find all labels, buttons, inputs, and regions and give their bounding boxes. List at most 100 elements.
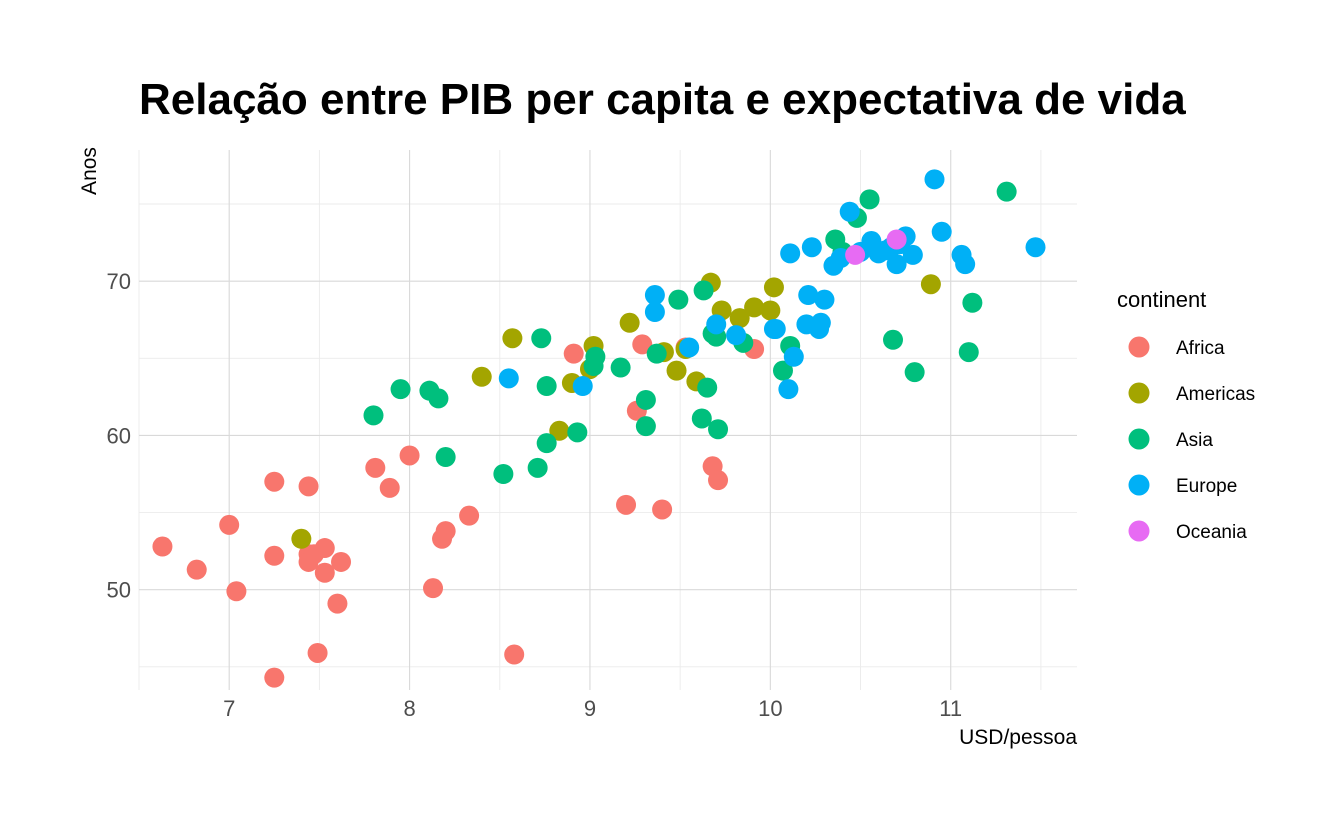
x-axis-title: USD/pessoa bbox=[959, 726, 1077, 749]
data-point-americas bbox=[619, 312, 640, 333]
legend-label-americas: Americas bbox=[1176, 384, 1255, 405]
data-point-europe bbox=[780, 243, 801, 264]
data-point-europe bbox=[778, 379, 799, 400]
legend-key-africa bbox=[1128, 336, 1150, 358]
data-point-asia bbox=[567, 422, 588, 443]
data-point-asia bbox=[585, 346, 606, 367]
data-point-africa bbox=[314, 562, 335, 583]
data-point-africa bbox=[314, 538, 335, 559]
legend-label-africa: Africa bbox=[1176, 338, 1225, 359]
data-point-asia bbox=[958, 342, 979, 363]
x-tick-label: 9 bbox=[584, 696, 596, 721]
legend-title: continent bbox=[1117, 287, 1206, 312]
data-point-asia bbox=[883, 329, 904, 350]
data-point-europe bbox=[783, 346, 804, 367]
data-point-asia bbox=[635, 389, 656, 410]
data-point-oceania bbox=[845, 244, 866, 265]
data-point-africa bbox=[264, 667, 285, 688]
data-point-africa bbox=[365, 457, 386, 478]
data-point-europe bbox=[886, 254, 907, 275]
data-point-americas bbox=[502, 328, 523, 349]
data-point-africa bbox=[186, 559, 207, 580]
legend-key-oceania bbox=[1128, 520, 1150, 542]
data-point-europe bbox=[798, 285, 819, 306]
data-point-asia bbox=[390, 379, 411, 400]
data-point-asia bbox=[708, 419, 729, 440]
data-point-asia bbox=[493, 464, 514, 484]
data-point-africa bbox=[307, 642, 328, 663]
data-point-europe bbox=[924, 169, 945, 190]
data-point-africa bbox=[264, 545, 285, 566]
data-point-americas bbox=[920, 274, 941, 295]
data-point-africa bbox=[327, 593, 348, 614]
data-point-oceania bbox=[886, 229, 907, 250]
data-point-asia bbox=[646, 343, 667, 364]
data-point-africa bbox=[226, 581, 247, 602]
data-point-europe bbox=[706, 314, 727, 335]
data-point-asia bbox=[527, 457, 548, 478]
data-point-africa bbox=[423, 578, 444, 599]
x-tick-label: 11 bbox=[939, 696, 962, 721]
data-point-americas bbox=[744, 297, 765, 318]
data-point-africa bbox=[708, 470, 729, 491]
data-point-africa bbox=[563, 343, 584, 364]
data-point-europe bbox=[644, 302, 665, 322]
x-tick-label: 7 bbox=[223, 696, 235, 721]
data-point-asia bbox=[996, 181, 1017, 202]
legend-label-oceania: Oceania bbox=[1176, 522, 1247, 543]
y-axis-title: Anos bbox=[78, 147, 101, 195]
y-tick-label: 60 bbox=[107, 423, 131, 448]
data-point-asia bbox=[536, 433, 557, 454]
data-point-africa bbox=[504, 644, 525, 665]
data-point-asia bbox=[536, 376, 557, 397]
chart-title: Relação entre PIB per capita e expectati… bbox=[139, 75, 1186, 124]
data-point-asia bbox=[904, 362, 925, 383]
data-point-europe bbox=[814, 289, 835, 310]
y-tick-label: 70 bbox=[107, 269, 131, 294]
data-point-americas bbox=[291, 528, 312, 549]
data-point-africa bbox=[652, 499, 673, 520]
data-point-africa bbox=[298, 476, 319, 497]
x-tick-label: 10 bbox=[758, 696, 782, 721]
legend-key-asia bbox=[1128, 428, 1150, 450]
data-point-europe bbox=[902, 244, 923, 265]
data-point-americas bbox=[549, 420, 570, 441]
data-point-africa bbox=[435, 521, 456, 542]
x-axis-ticks: 7 8 9 10 11 bbox=[223, 696, 962, 721]
data-point-europe bbox=[679, 337, 700, 358]
data-point-americas bbox=[666, 360, 687, 381]
data-point-africa bbox=[616, 494, 637, 515]
legend-key-europe bbox=[1128, 474, 1150, 496]
data-point-africa bbox=[632, 334, 653, 355]
data-point-asia bbox=[610, 357, 631, 378]
data-point-asia bbox=[435, 447, 456, 468]
x-tick-label: 8 bbox=[403, 696, 415, 721]
data-point-europe bbox=[801, 237, 822, 258]
data-points bbox=[152, 169, 1046, 688]
data-point-africa bbox=[459, 505, 480, 526]
data-point-africa bbox=[152, 536, 173, 557]
data-point-europe bbox=[572, 376, 593, 397]
data-point-europe bbox=[765, 318, 786, 339]
data-point-africa bbox=[331, 551, 352, 572]
data-point-asia bbox=[691, 408, 712, 429]
data-point-europe bbox=[839, 201, 860, 222]
data-point-asia bbox=[693, 280, 714, 301]
data-point-asia bbox=[363, 405, 384, 426]
legend-label-europe: Europe bbox=[1176, 476, 1237, 497]
data-point-africa bbox=[379, 477, 400, 498]
legend: continent Africa Americas Asia Europe Oceani… bbox=[1117, 287, 1255, 543]
data-point-africa bbox=[219, 514, 240, 535]
data-point-asia bbox=[772, 360, 793, 381]
data-point-africa bbox=[399, 445, 420, 466]
y-axis-ticks: 50 60 70 bbox=[107, 269, 131, 603]
data-point-europe bbox=[810, 312, 831, 333]
data-point-americas bbox=[471, 366, 492, 387]
data-point-asia bbox=[428, 388, 449, 409]
data-point-asia bbox=[697, 377, 718, 398]
data-point-africa bbox=[264, 471, 285, 492]
data-point-asia bbox=[668, 289, 689, 310]
data-point-europe bbox=[955, 254, 976, 275]
data-point-europe bbox=[726, 325, 747, 346]
